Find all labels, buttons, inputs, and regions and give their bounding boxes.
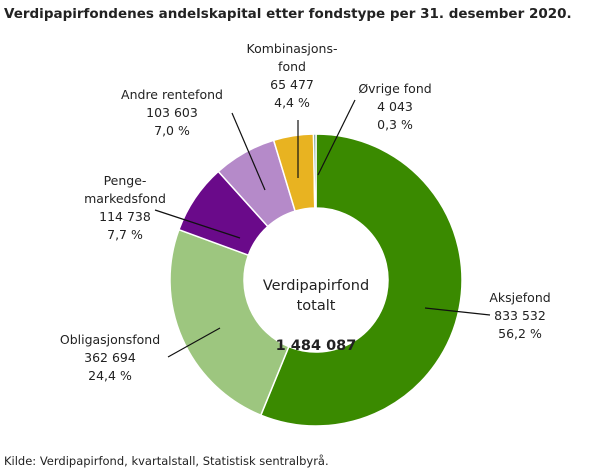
leader-line [317, 99, 356, 176]
slice [169, 228, 290, 417]
value-label: 114 738 [99, 209, 151, 224]
total-label: 1 484 087 [275, 338, 357, 354]
slice [312, 133, 317, 209]
leader-line [231, 112, 266, 191]
category-label: Aksjefond [489, 290, 551, 305]
value-label: 103 603 [146, 105, 198, 120]
value-label: 4 043 [377, 99, 413, 114]
center-label: Verdipapirfond totalt 1 484 087 [263, 256, 369, 376]
percentage-label: 7,0 % [154, 123, 190, 138]
percentage-label: 24,4 % [88, 368, 132, 383]
chart-title: Verdipapirfondenes andelskapital etter f… [4, 6, 572, 22]
percentage-label: 0,3 % [377, 117, 413, 132]
value-label: 362 694 [84, 350, 136, 365]
category-label: Kombinasjons- fond [246, 41, 338, 74]
source: Kilde: Verdipapirfond, kvartalstall, Sta… [4, 454, 329, 468]
percentage-label: 4,4 % [274, 95, 310, 110]
category-label: Andre rentefond [121, 87, 223, 102]
slice-label: Øvrige fond 4 043 0,3 % [358, 80, 431, 134]
slice [259, 133, 463, 427]
value-label: 833 532 [494, 308, 546, 323]
value-label: 65 477 [270, 77, 314, 92]
slice-label: Kombinasjons- fond 65 477 4,4 % [247, 40, 338, 112]
slice-label: Aksjefond 833 532 56,2 % [489, 289, 550, 343]
leader-line [154, 209, 241, 239]
slice-label: Andre rentefond 103 603 7,0 % [121, 86, 223, 140]
percentage-label: 56,2 % [498, 326, 542, 341]
center-text: Verdipapirfond totalt [262, 278, 370, 314]
category-label: Obligasjonsfond [59, 332, 161, 347]
slice-label: Obligasjonsfond 362 694 24,4 % [60, 331, 160, 385]
leader-line [167, 327, 221, 358]
category-label: Penge- markedsfond [84, 173, 166, 206]
slice-label: Penge- markedsfond 114 738 7,7 % [84, 172, 166, 244]
category-label: Øvrige fond [358, 81, 432, 96]
leader-line [424, 307, 491, 316]
percentage-label: 7,7 % [107, 227, 143, 242]
